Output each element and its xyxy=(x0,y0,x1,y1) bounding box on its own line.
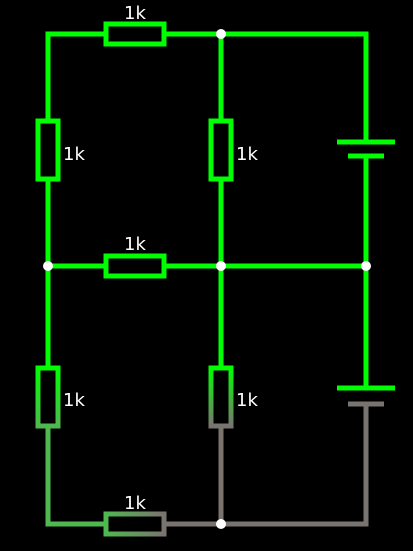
resistor-middle xyxy=(103,253,167,279)
resistor-center-upper-label: 1k xyxy=(236,144,258,165)
resistor-center-upper xyxy=(208,118,234,182)
battery-lower xyxy=(337,385,395,407)
resistor-left-lower-label: 1k xyxy=(63,390,85,411)
resistor-top-label: 1k xyxy=(124,3,146,24)
junction-node xyxy=(216,261,226,271)
resistor-top xyxy=(103,21,167,47)
resistor-left-lower xyxy=(35,365,61,429)
resistor-center-lower-label: 1k xyxy=(236,390,258,411)
resistor-center-lower xyxy=(208,365,234,429)
junction-node xyxy=(216,29,226,39)
battery-upper xyxy=(337,139,395,159)
junction-node xyxy=(216,519,226,529)
resistor-left-upper xyxy=(35,118,61,182)
junction-node xyxy=(361,261,371,271)
resistor-middle-label: 1k xyxy=(124,234,146,255)
resistor-bottom xyxy=(103,511,167,537)
resistor-left-upper-label: 1k xyxy=(63,144,85,165)
junction-node xyxy=(43,261,53,271)
resistor-bottom-label: 1k xyxy=(124,493,146,514)
